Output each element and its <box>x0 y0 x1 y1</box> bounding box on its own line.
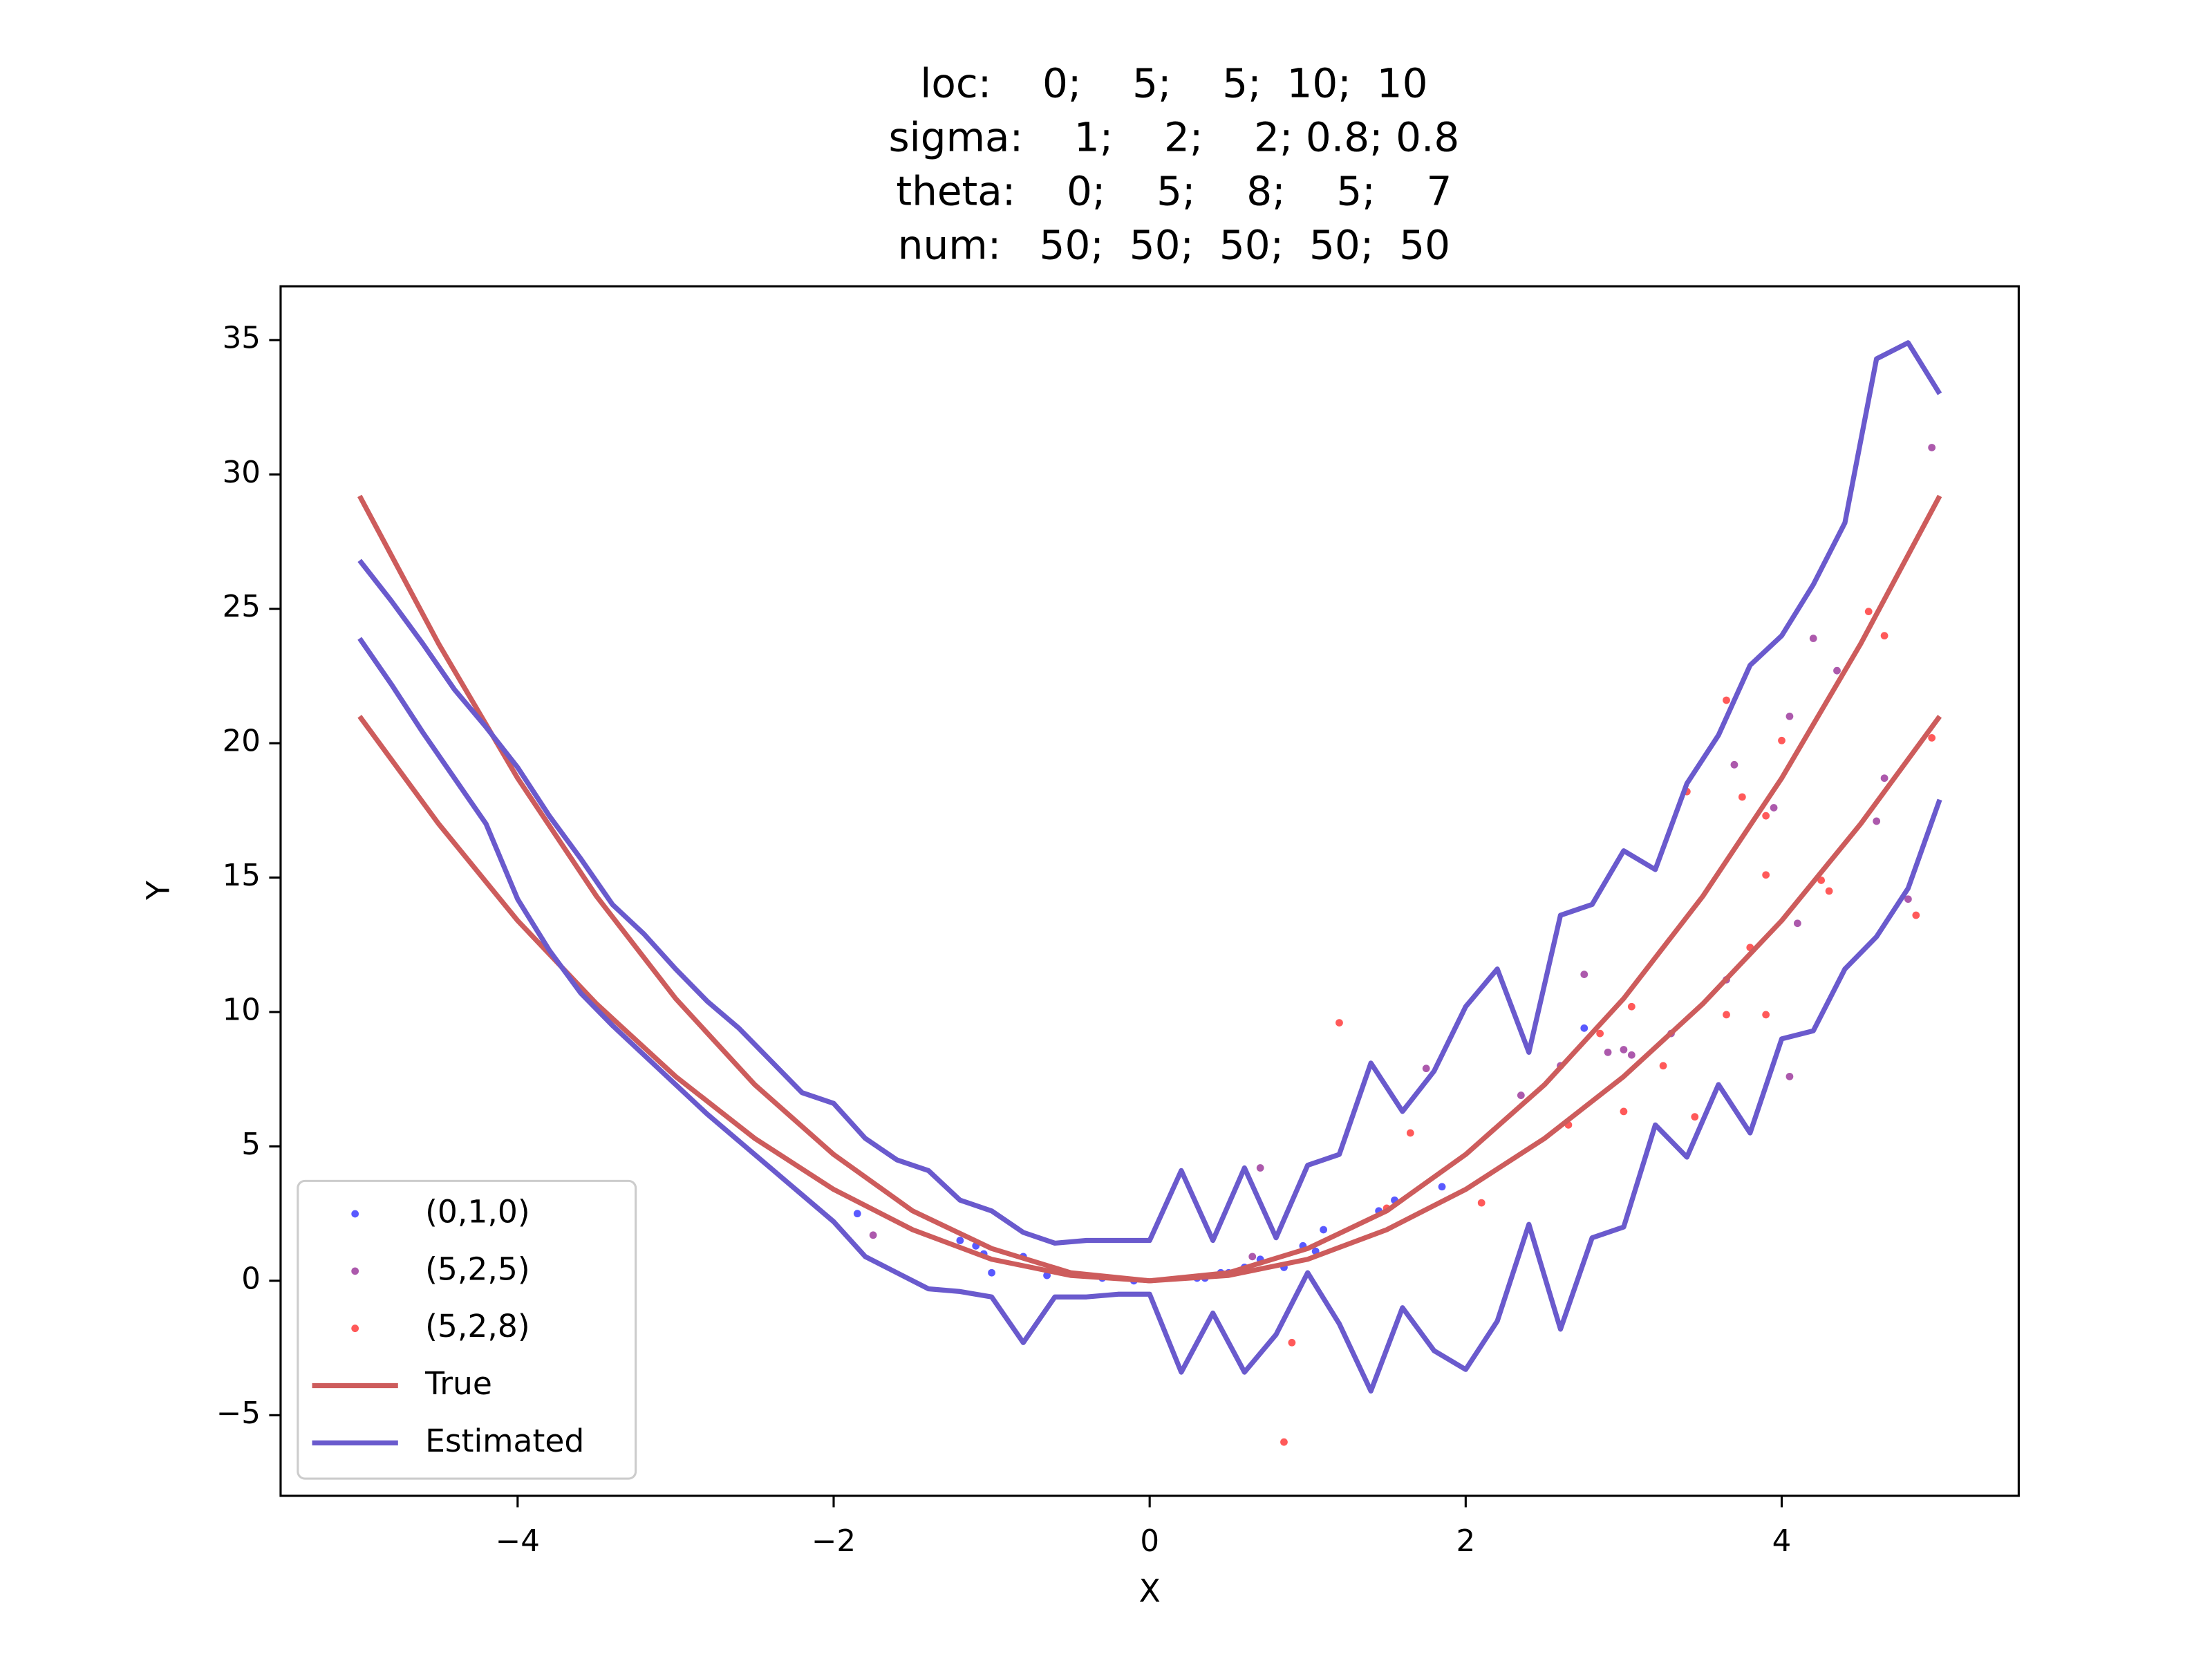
y-tick-label: 5 <box>241 1127 261 1162</box>
point <box>1762 871 1770 879</box>
point <box>1928 734 1936 742</box>
point <box>1793 919 1801 928</box>
y-tick-label: 30 <box>223 456 261 490</box>
point <box>1785 712 1794 720</box>
legend-marker <box>351 1210 359 1218</box>
plot-area <box>357 340 1942 1446</box>
point <box>1785 1072 1794 1080</box>
point <box>1864 608 1873 616</box>
y-tick-label: −5 <box>216 1396 261 1431</box>
y-tick-label: 10 <box>223 993 261 1028</box>
point <box>1248 1253 1257 1261</box>
point <box>1620 1107 1628 1116</box>
point <box>1280 1438 1288 1446</box>
point <box>1406 1129 1414 1137</box>
point <box>1825 887 1833 895</box>
point <box>956 1237 964 1244</box>
point <box>1880 774 1888 782</box>
x-tick-label: 0 <box>1140 1524 1159 1559</box>
point <box>1762 1011 1770 1019</box>
point <box>1770 804 1778 812</box>
y-tick-label: 15 <box>223 859 261 893</box>
chart-title: sigma: 1; 2; 2; 0.8; 0.8 <box>888 113 1459 160</box>
legend-label: (5,2,8) <box>425 1308 529 1344</box>
point <box>1778 736 1785 744</box>
y-axis-label: Y <box>140 881 176 901</box>
legend-label: True <box>424 1365 492 1402</box>
point <box>1730 760 1738 769</box>
point <box>1517 1091 1525 1099</box>
point <box>1438 1183 1446 1191</box>
x-tick-label: −2 <box>812 1524 856 1559</box>
point <box>1873 817 1881 825</box>
plot-frame <box>279 285 2020 1497</box>
point <box>1627 1051 1635 1059</box>
point <box>1256 1164 1264 1172</box>
x-axis-label: X <box>1139 1573 1161 1609</box>
point <box>1723 1011 1730 1019</box>
point <box>1880 632 1888 640</box>
y-tick-label: 25 <box>223 590 261 624</box>
point <box>1596 1029 1604 1038</box>
point <box>1043 1271 1051 1280</box>
point <box>1620 1046 1628 1053</box>
point <box>1580 1024 1588 1032</box>
point <box>1659 1062 1667 1070</box>
point <box>1723 696 1730 704</box>
legend-label: (5,2,5) <box>425 1250 529 1287</box>
y-tick-label: 35 <box>223 321 261 355</box>
point <box>1320 1226 1328 1234</box>
point <box>1809 635 1817 642</box>
point <box>1288 1338 1296 1347</box>
line <box>357 494 1942 1284</box>
x-tick-label: 2 <box>1456 1524 1476 1559</box>
point <box>1833 666 1841 675</box>
chart-title: num: 50; 50; 50; 50; 50 <box>898 222 1450 269</box>
point <box>1928 444 1936 451</box>
legend-marker <box>351 1324 359 1333</box>
x-tick-label: 4 <box>1772 1524 1792 1559</box>
y-tick-label: 0 <box>241 1262 261 1296</box>
point <box>1580 971 1588 978</box>
line <box>357 715 1942 1284</box>
chart-title: loc: 0; 5; 5; 10; 10 <box>920 59 1427 106</box>
legend-label: (0,1,0) <box>425 1193 529 1230</box>
legend-box <box>297 1179 637 1480</box>
legend-marker <box>351 1267 359 1275</box>
point <box>1477 1199 1485 1207</box>
chart-title: theta: 0; 5; 8; 5; 7 <box>896 167 1452 214</box>
point <box>1691 1113 1699 1121</box>
point <box>988 1268 995 1277</box>
point <box>1912 911 1920 919</box>
point <box>1762 812 1770 820</box>
x-tick-label: −4 <box>496 1524 540 1559</box>
point <box>1738 793 1746 801</box>
y-tick-label: 20 <box>223 724 261 759</box>
point <box>1904 895 1912 903</box>
point <box>1422 1065 1430 1073</box>
point <box>1335 1019 1343 1027</box>
point <box>853 1210 861 1218</box>
point <box>869 1231 877 1239</box>
line <box>357 637 1942 1394</box>
point <box>1627 1002 1635 1011</box>
point <box>1604 1048 1612 1056</box>
line <box>357 340 1942 1246</box>
legend-label: Estimated <box>425 1423 584 1459</box>
